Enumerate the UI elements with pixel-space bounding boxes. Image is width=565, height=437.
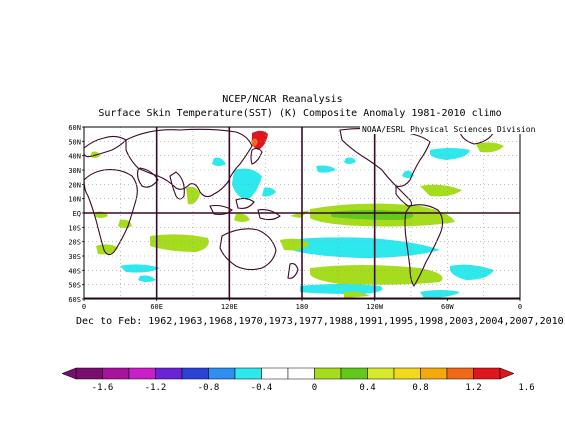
anomaly-region <box>402 170 414 178</box>
lat-tick-label: 10S <box>68 224 81 232</box>
lat-tick-label: 40N <box>68 153 81 161</box>
coastline <box>404 204 444 288</box>
coastline <box>250 147 263 165</box>
colorbar-swatch <box>181 367 209 380</box>
colorbar-swatch <box>314 367 342 380</box>
colorbar-tick-label: -1.2 <box>145 383 167 393</box>
lat-tick-label: 50S <box>68 282 81 290</box>
coastline <box>219 228 277 271</box>
colorbar-swatch <box>102 367 130 380</box>
colorbar-tick-label: 0.4 <box>359 383 375 393</box>
lon-tick-label: 120E <box>221 303 238 311</box>
lon-tick-label: 60E <box>150 303 163 311</box>
colorbar-swatch <box>128 367 156 380</box>
anomaly-region <box>138 275 156 282</box>
colorbar-tick-label: -1.6 <box>92 383 114 393</box>
lat-tick-label: 10N <box>68 196 81 204</box>
colorbar-swatch <box>446 367 474 380</box>
anomaly-region <box>300 284 383 294</box>
colorbar-swatch <box>367 367 395 380</box>
coastline <box>235 197 255 209</box>
anomaly-region <box>420 184 462 197</box>
lat-tick-label: 20N <box>68 181 81 189</box>
anomaly-region <box>234 213 250 222</box>
lon-tick-label: 0 <box>518 303 522 311</box>
coastline <box>339 127 431 187</box>
colorbar-swatch <box>208 367 236 380</box>
coastline <box>83 169 138 256</box>
colorbar-swatch <box>155 367 183 380</box>
colorbar-low-arrow <box>61 367 77 380</box>
anomaly-region <box>290 210 310 218</box>
colorbar-swatch <box>473 367 501 380</box>
lon-tick-label: 120W <box>366 303 384 311</box>
anomaly-region <box>262 187 276 197</box>
colorbar-tick-label: 0 <box>312 383 317 393</box>
anomaly-region <box>252 138 258 147</box>
colorbar-tick-label: -0.8 <box>198 383 220 393</box>
anomaly-region <box>430 148 470 160</box>
coastline <box>287 263 299 279</box>
chart-title: NCEP/NCAR Reanalysis <box>222 94 343 105</box>
coastline <box>169 171 185 200</box>
lat-axis-labels: 60N 50N 40N 30N 20N 10N EQ 10S 20S 30S 40S 50S 60S <box>68 124 84 304</box>
colorbar-labels: -1.6 -1.2 -0.8 -0.4 0 0.4 0.8 1.2 1.6 <box>92 383 535 393</box>
lon-tick-label: 0 <box>82 303 86 311</box>
colorbar-swatch <box>393 367 421 380</box>
anomaly-region <box>420 290 460 298</box>
lat-tick-label: 60S <box>68 296 81 304</box>
anomaly-region <box>344 157 356 164</box>
coastline <box>125 128 253 198</box>
lon-axis-labels: 0 60E 120E 180 120W 60W 0 <box>82 299 522 311</box>
lon-tick-label: 60W <box>441 303 454 311</box>
anomaly-fill-layer <box>90 130 504 298</box>
anomaly-region <box>316 165 336 173</box>
colorbar-tick-label: 1.2 <box>465 383 481 393</box>
credit-label: NOAA/ESRL Physical Sciences Division <box>360 125 538 134</box>
colorbar <box>61 367 515 380</box>
lat-tick-label: 20S <box>68 239 81 247</box>
anomaly-region <box>344 291 370 298</box>
lon-tick-label: 180 <box>296 303 309 311</box>
coastline <box>209 204 233 216</box>
chart-subtitle: Surface Skin Temperature(SST) (K) Compos… <box>98 108 502 119</box>
colorbar-swatch <box>340 367 368 380</box>
anomaly-region <box>96 244 118 255</box>
anomaly-region <box>150 234 209 252</box>
coastline <box>395 184 413 207</box>
coastline <box>136 167 159 188</box>
anomaly-region <box>310 265 443 285</box>
lat-tick-label: 30S <box>68 253 81 261</box>
grid-lines <box>83 126 521 300</box>
anomaly-region <box>450 264 494 280</box>
anomaly-region <box>232 168 262 200</box>
lat-tick-label: 50N <box>68 138 81 146</box>
anomaly-region <box>212 157 226 166</box>
anomaly-region <box>120 264 160 273</box>
colorbar-swatch <box>234 367 262 380</box>
colorbar-swatch <box>287 367 315 380</box>
coastline <box>257 209 281 221</box>
colorbar-swatch <box>261 367 289 380</box>
colorbar-high-arrow <box>499 367 515 380</box>
lat-tick-label: 60N <box>68 124 81 132</box>
coastline <box>83 135 127 158</box>
lat-tick-label: 40S <box>68 267 81 275</box>
colorbar-swatch <box>75 367 103 380</box>
colorbar-tick-label: -0.4 <box>251 383 273 393</box>
composite-years-caption: Dec to Feb: 1962,1963,1968,1970,1973,197… <box>76 316 564 327</box>
colorbar-swatch <box>420 367 448 380</box>
anomaly-region <box>476 142 504 153</box>
lat-tick-label: EQ <box>73 210 81 218</box>
colorbar-tick-label: 0.8 <box>412 383 428 393</box>
colorbar-tick-label: 1.6 <box>518 383 534 393</box>
lat-tick-label: 30N <box>68 167 81 175</box>
anomaly-region <box>290 237 440 258</box>
